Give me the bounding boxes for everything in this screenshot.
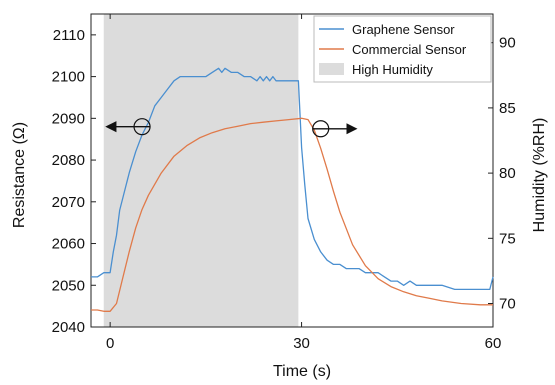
y-right-tick-label: 90 xyxy=(499,35,516,52)
y-left-tick-label: 2080 xyxy=(52,152,85,169)
legend-label-high-humidity: High Humidity xyxy=(352,62,433,77)
y-left-tick-label: 2110 xyxy=(53,27,85,44)
y-right-tick-label: 85 xyxy=(499,100,516,117)
x-axis-title: Time (s) xyxy=(273,363,331,380)
x-tick-label: 60 xyxy=(485,335,502,352)
legend-swatch-high-humidity xyxy=(319,63,344,75)
y-right-tick-label: 70 xyxy=(499,296,516,313)
y-left-tick-label: 2090 xyxy=(52,110,85,127)
y-right-tick-label: 80 xyxy=(499,165,516,182)
series-line-commercial-sensor xyxy=(91,117,493,312)
x-tick-label: 30 xyxy=(293,335,310,352)
y-left-tick-label: 2070 xyxy=(52,194,85,211)
y-left-tick-label: 2100 xyxy=(52,69,85,86)
x-tick-label: 0 xyxy=(106,335,114,352)
series-line-graphene-sensor xyxy=(91,67,494,291)
y-axis-right-title: Humidity (%RH) xyxy=(531,118,548,233)
y-right-tick-label: 75 xyxy=(499,230,516,247)
y-left-tick-label: 2060 xyxy=(52,236,85,253)
plot-frame xyxy=(90,13,494,328)
y-left-tick-label: 2040 xyxy=(52,319,85,336)
legend-label-graphene-sensor: Graphene Sensor xyxy=(352,22,455,37)
y-axis-left-title: Resistance (Ω) xyxy=(11,122,28,228)
legend-label-commercial-sensor: Commercial Sensor xyxy=(352,42,467,57)
y-left-tick-label: 2050 xyxy=(52,277,85,294)
high-humidity-region xyxy=(103,14,299,327)
